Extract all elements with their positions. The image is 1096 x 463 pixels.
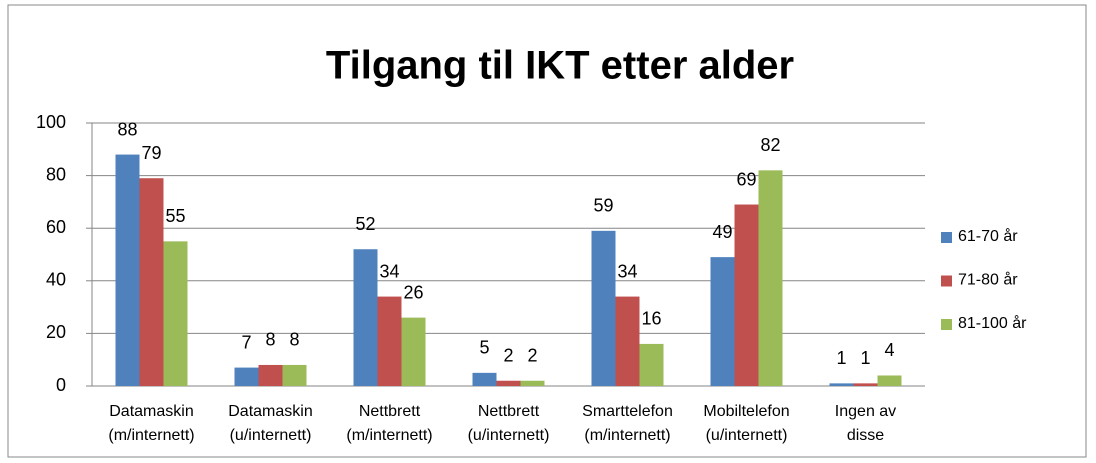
x-tick-label: Ingen av disse bbox=[834, 403, 897, 444]
data-label: 5 bbox=[479, 338, 489, 358]
x-tick-label: Datamaskin (m/internett) bbox=[108, 403, 195, 444]
bar bbox=[853, 383, 878, 386]
bar bbox=[472, 372, 497, 386]
legend-swatch bbox=[941, 319, 952, 330]
bar bbox=[639, 343, 664, 386]
bar bbox=[758, 170, 783, 386]
y-tick-label: 100 bbox=[36, 112, 66, 132]
data-label: 34 bbox=[617, 261, 637, 281]
data-label: 2 bbox=[527, 345, 537, 365]
data-label: 69 bbox=[736, 169, 756, 189]
chart-title: Tilgang til IKT etter alder bbox=[326, 44, 794, 88]
data-label: 59 bbox=[593, 196, 613, 216]
y-tick-label: 80 bbox=[46, 164, 66, 184]
bar bbox=[234, 367, 259, 386]
chart-frame bbox=[7, 4, 1087, 458]
bar bbox=[591, 230, 616, 386]
x-tick-label: Nettbrett (m/internett) bbox=[346, 403, 433, 444]
x-tick-label: Nettbrett (u/internett) bbox=[467, 403, 550, 444]
data-label: 4 bbox=[884, 340, 894, 360]
data-label: 79 bbox=[141, 143, 161, 163]
bar bbox=[877, 375, 902, 386]
data-label: 1 bbox=[860, 348, 870, 368]
x-tick-label: Datamaskin (u/internett) bbox=[228, 403, 313, 444]
y-tick-label: 60 bbox=[46, 217, 66, 237]
bar bbox=[496, 380, 521, 386]
y-tick-label: 20 bbox=[46, 322, 66, 342]
data-label: 8 bbox=[265, 330, 275, 350]
bar bbox=[163, 241, 188, 386]
y-tick-label: 40 bbox=[46, 270, 66, 290]
data-label: 34 bbox=[379, 261, 399, 281]
bar bbox=[353, 249, 378, 386]
legend-swatch bbox=[941, 275, 952, 287]
data-label: 82 bbox=[760, 135, 780, 155]
bar bbox=[615, 296, 640, 386]
data-label: 52 bbox=[355, 214, 375, 234]
bar bbox=[710, 257, 735, 386]
bar bbox=[139, 178, 164, 386]
data-label: 49 bbox=[712, 222, 732, 242]
data-label: 8 bbox=[289, 330, 299, 350]
bar bbox=[829, 383, 854, 386]
data-label: 1 bbox=[836, 348, 846, 368]
bar bbox=[282, 364, 307, 386]
x-tick-label: Mobiltelefon (u/internett) bbox=[703, 403, 790, 444]
data-label: 16 bbox=[641, 309, 661, 329]
legend-label: 71-80 år bbox=[958, 271, 1018, 289]
bar bbox=[734, 204, 759, 386]
data-label: 26 bbox=[403, 282, 423, 302]
x-tick-label: Smarttelefon (m/internett) bbox=[582, 403, 673, 444]
data-label: 2 bbox=[503, 345, 513, 365]
bar bbox=[401, 317, 426, 386]
data-label: 7 bbox=[241, 332, 251, 352]
bar bbox=[258, 364, 283, 386]
legend-label: 81-100 år bbox=[958, 314, 1027, 332]
legend-label: 61-70 år bbox=[958, 227, 1018, 245]
bar bbox=[520, 380, 545, 386]
data-label: 55 bbox=[165, 206, 185, 226]
bar bbox=[115, 154, 140, 386]
y-tick-label: 0 bbox=[56, 375, 66, 395]
legend-swatch bbox=[941, 232, 952, 243]
bar bbox=[377, 296, 402, 386]
data-label: 88 bbox=[117, 119, 137, 139]
